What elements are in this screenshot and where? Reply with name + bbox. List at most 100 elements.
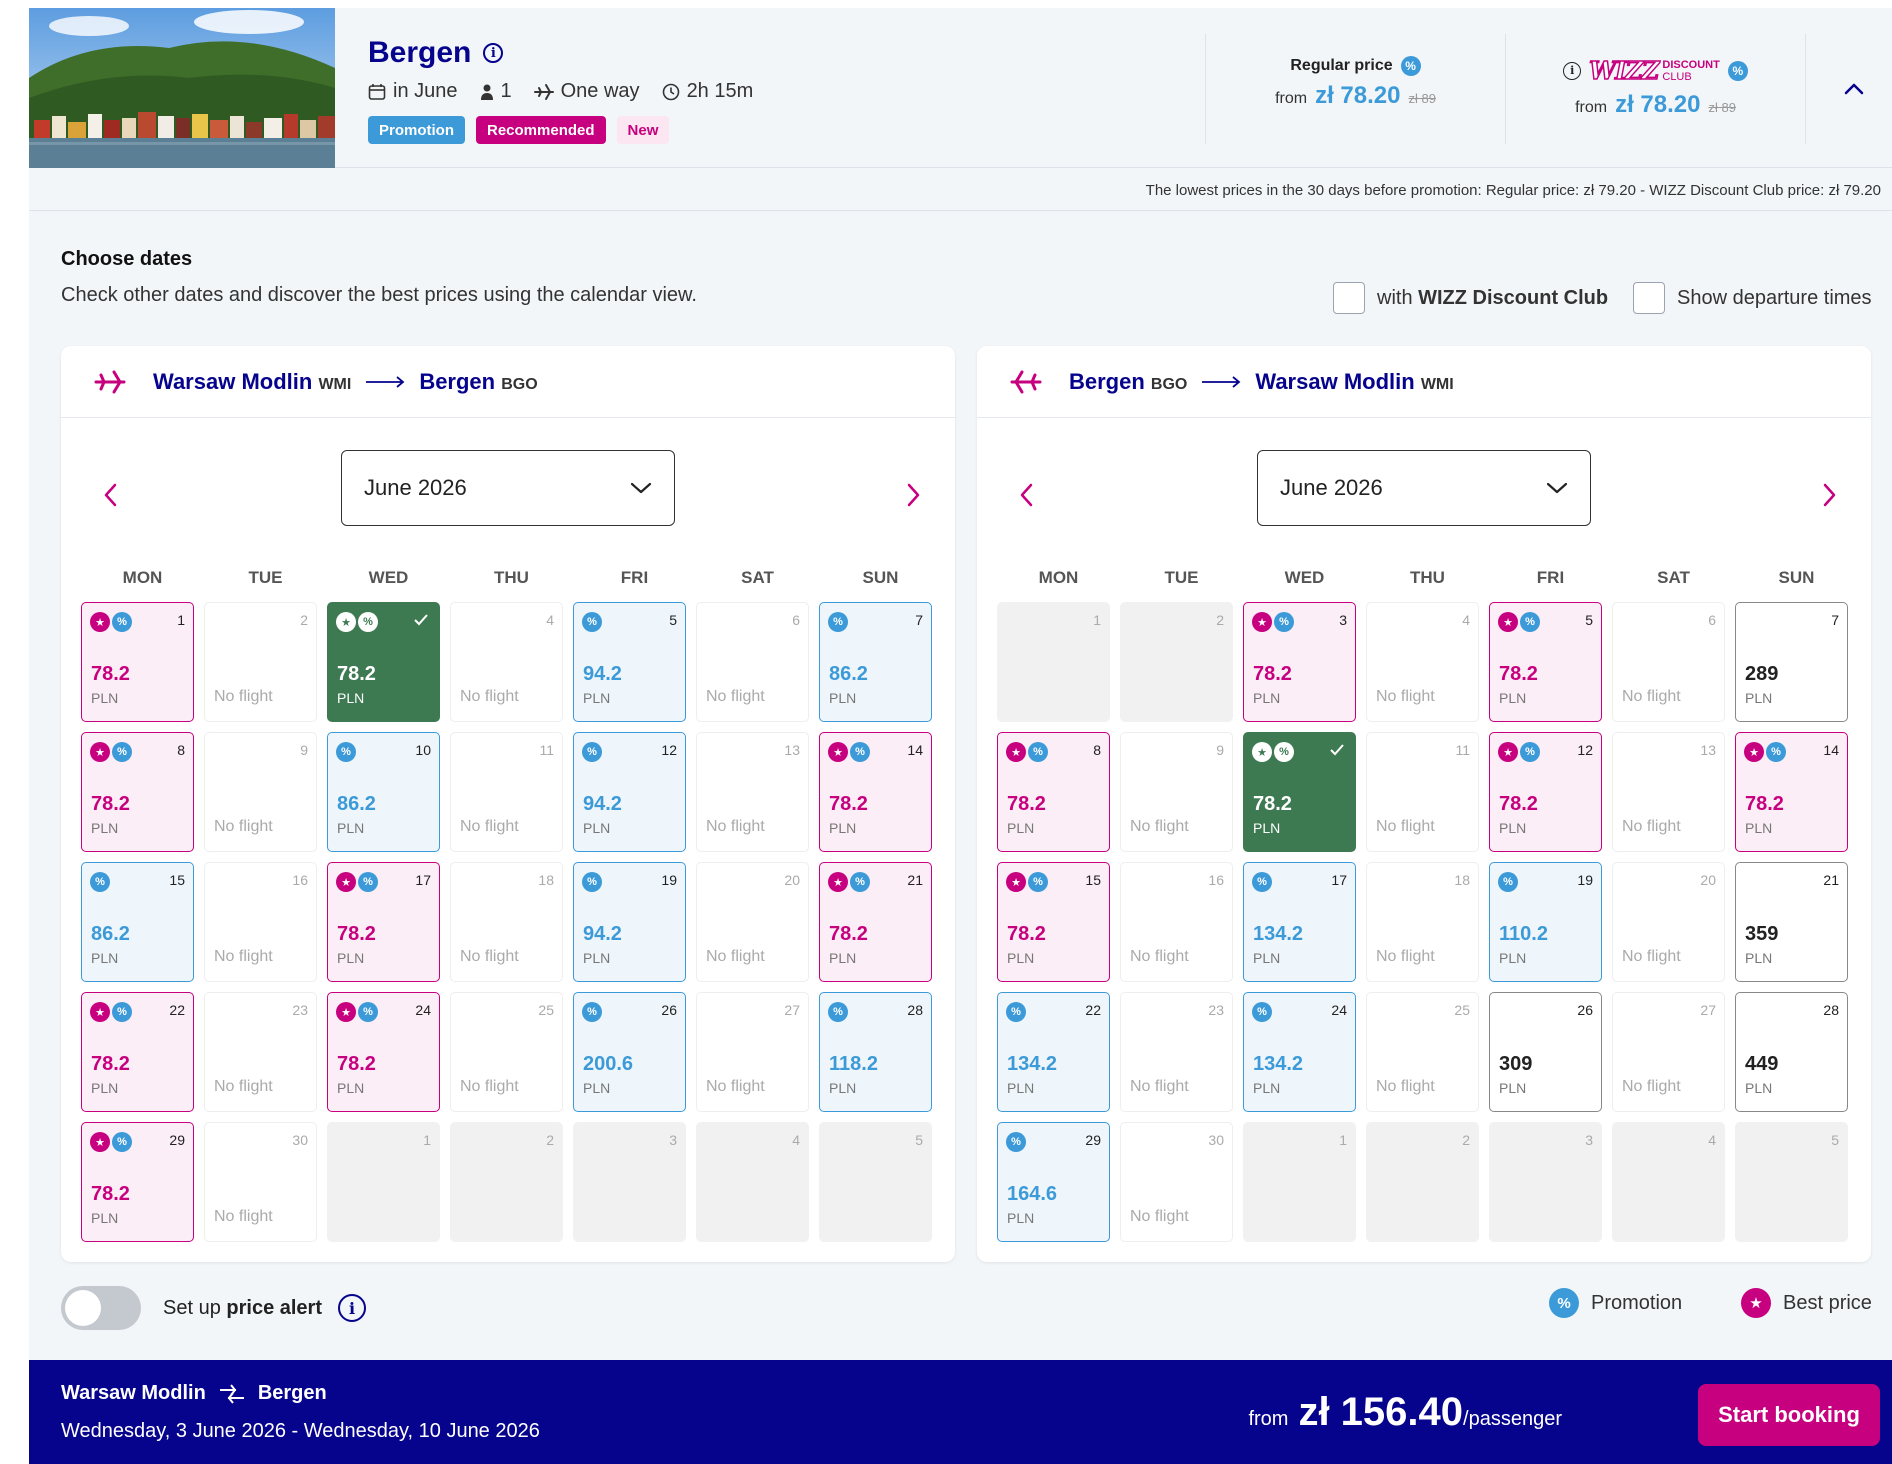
- day-cell[interactable]: 22 ★% 78.2 PLN: [81, 992, 194, 1112]
- star-icon: ★: [1252, 612, 1272, 632]
- day-cell[interactable]: 28% 118.2 PLN: [819, 992, 932, 1112]
- day-cell: 27 No flight: [696, 992, 809, 1112]
- day-number: 3: [1585, 1132, 1593, 1148]
- day-number: 22: [169, 1002, 185, 1018]
- cell-icons: ★%: [90, 1132, 132, 1152]
- day-number: 11: [1455, 742, 1470, 758]
- day-cell[interactable]: 19% 94.2 PLN: [573, 862, 686, 982]
- cell-icons: ★%: [1006, 872, 1048, 892]
- day-cell[interactable]: 24 ★% 78.2 PLN: [327, 992, 440, 1112]
- chevron-right-icon[interactable]: [1819, 482, 1839, 508]
- promotion-icon: %: [582, 612, 602, 632]
- day-cell[interactable]: 28 449 PLN: [1735, 992, 1848, 1112]
- day-cell[interactable]: 15 ★% 78.2 PLN: [997, 862, 1110, 982]
- day-cell[interactable]: 5 ★% 78.2 PLN: [1489, 602, 1602, 722]
- cell-icons: %: [582, 1002, 602, 1022]
- route-to: Bergen BGO: [419, 369, 537, 395]
- day-price: 78.2: [91, 663, 130, 685]
- month-select[interactable]: June 2026: [1257, 450, 1591, 526]
- day-cell[interactable]: 8 ★% 78.2 PLN: [997, 732, 1110, 852]
- star-icon: ★: [1006, 872, 1026, 892]
- day-cell[interactable]: 29% 164.6 PLN: [997, 1122, 1110, 1242]
- day-cell[interactable]: 1 ★% 78.2 PLN: [81, 602, 194, 722]
- day-cell[interactable]: 17% 134.2 PLN: [1243, 862, 1356, 982]
- chevron-up-icon[interactable]: [1843, 78, 1865, 100]
- cell-icons: %: [336, 742, 356, 762]
- chevron-right-icon[interactable]: [903, 482, 923, 508]
- checkbox-box[interactable]: [1633, 282, 1665, 314]
- day-number: 5: [669, 612, 677, 628]
- footer-to: Bergen: [257, 1382, 327, 1404]
- day-number: 5: [1831, 1132, 1839, 1148]
- month-select[interactable]: June 2026: [341, 450, 675, 526]
- day-cell[interactable]: ★% 78.2 PLN: [1243, 732, 1356, 852]
- day-cell[interactable]: 26% 200.6 PLN: [573, 992, 686, 1112]
- show-departure-times-checkbox[interactable]: Show departure times: [1633, 282, 1872, 314]
- day-cell[interactable]: 24% 134.2 PLN: [1243, 992, 1356, 1112]
- day-cell[interactable]: 7% 86.2 PLN: [819, 602, 932, 722]
- info-icon[interactable]: i: [338, 1294, 366, 1322]
- day-cell[interactable]: 12% 94.2 PLN: [573, 732, 686, 852]
- day-cell[interactable]: 17 ★% 78.2 PLN: [327, 862, 440, 982]
- day-cell[interactable]: 12 ★% 78.2 PLN: [1489, 732, 1602, 852]
- day-cell[interactable]: 10% 86.2 PLN: [327, 732, 440, 852]
- day-cell[interactable]: 22% 134.2 PLN: [997, 992, 1110, 1112]
- day-cell: 25 No flight: [1366, 992, 1479, 1112]
- day-cell[interactable]: 29 ★% 78.2 PLN: [81, 1122, 194, 1242]
- info-icon[interactable]: i: [1563, 61, 1582, 80]
- day-number: 29: [1085, 1132, 1101, 1148]
- inbound-calendar: Bergen BGO Warsaw Modlin WMI June 2026 M…: [977, 346, 1871, 1262]
- destination-name: Bergen: [368, 36, 472, 69]
- day-cell[interactable]: 3 ★% 78.2 PLN: [1243, 602, 1356, 722]
- currency-label: PLN: [829, 690, 857, 706]
- currency-label: PLN: [1745, 950, 1773, 966]
- day-cell[interactable]: 14 ★% 78.2 PLN: [1735, 732, 1848, 852]
- day-number: 19: [1577, 872, 1593, 888]
- day-cell[interactable]: 26 309 PLN: [1489, 992, 1602, 1112]
- promotion-icon: %: [850, 742, 870, 762]
- day-cell: 1: [997, 602, 1110, 722]
- price-alert-toggle[interactable]: [61, 1286, 141, 1330]
- day-cell: 1: [327, 1122, 440, 1242]
- promotion-icon: %: [112, 612, 132, 632]
- no-flight-label: No flight: [214, 688, 273, 705]
- wizz-club-checkbox[interactable]: with WIZZ Discount Club: [1333, 282, 1608, 314]
- day-cell: 2: [1366, 1122, 1479, 1242]
- checkbox-box[interactable]: [1333, 282, 1365, 314]
- promotion-icon: %: [1498, 872, 1518, 892]
- day-cell: 25 No flight: [450, 992, 563, 1112]
- day-number: 28: [907, 1002, 923, 1018]
- club-label-row: i WIZZ DISCOUNT CLUB %: [1506, 55, 1805, 86]
- day-cell[interactable]: 19% 110.2 PLN: [1489, 862, 1602, 982]
- day-price: 359: [1745, 923, 1779, 945]
- currency-label: PLN: [1499, 950, 1527, 966]
- day-number: 15: [169, 872, 185, 888]
- footer-per-passenger: /passenger: [1463, 1408, 1562, 1430]
- chevron-left-icon[interactable]: [1017, 482, 1037, 508]
- cell-icons: %: [582, 612, 602, 632]
- day-cell[interactable]: 5% 94.2 PLN: [573, 602, 686, 722]
- day-number: 30: [1208, 1132, 1224, 1148]
- currency-label: PLN: [829, 820, 857, 836]
- day-cell[interactable]: 21 ★% 78.2 PLN: [819, 862, 932, 982]
- route-to-city: Warsaw Modlin: [1255, 368, 1415, 394]
- trip-type-text: One way: [560, 80, 640, 102]
- day-number: 7: [915, 612, 923, 628]
- day-cell[interactable]: 15% 86.2 PLN: [81, 862, 194, 982]
- currency-label: PLN: [1253, 1080, 1281, 1096]
- promotion-icon: %: [1006, 1132, 1026, 1152]
- arrow-right-icon: [366, 375, 405, 388]
- day-number: 18: [538, 872, 554, 888]
- promotion-icon: %: [828, 1002, 848, 1022]
- day-cell[interactable]: 14 ★% 78.2 PLN: [819, 732, 932, 852]
- day-cell: 6 No flight: [696, 602, 809, 722]
- chevron-left-icon[interactable]: [101, 482, 121, 508]
- no-flight-label: No flight: [1376, 1078, 1435, 1095]
- day-cell[interactable]: 7 289 PLN: [1735, 602, 1848, 722]
- weekday-thu: THU: [1410, 568, 1445, 587]
- day-cell[interactable]: ★% 78.2 PLN: [327, 602, 440, 722]
- start-booking-button[interactable]: Start booking: [1698, 1384, 1880, 1446]
- day-cell[interactable]: 21 359 PLN: [1735, 862, 1848, 982]
- day-cell[interactable]: 8 ★% 78.2 PLN: [81, 732, 194, 852]
- info-icon[interactable]: i: [483, 43, 504, 63]
